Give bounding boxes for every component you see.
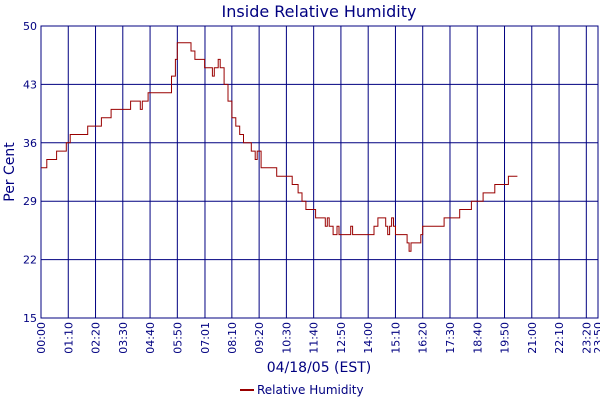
x-tick-label: 23:20 bbox=[580, 322, 593, 354]
x-tick-label: 14:00 bbox=[362, 322, 375, 354]
x-tick-label: 16:20 bbox=[417, 322, 430, 354]
grid-lines bbox=[40, 25, 599, 319]
x-tick-label: 00:00 bbox=[35, 322, 48, 354]
x-tick-label: 05:50 bbox=[171, 322, 184, 354]
x-tick-label: 21:00 bbox=[526, 322, 539, 354]
y-tick-label: 15 bbox=[23, 312, 37, 325]
legend: Relative Humidity bbox=[240, 383, 364, 397]
series-line-relative-humidity bbox=[41, 42, 518, 252]
x-tick-label: 22:10 bbox=[553, 322, 566, 354]
y-tick-label: 50 bbox=[23, 20, 37, 33]
x-tick-label: 10:30 bbox=[280, 322, 293, 354]
legend-label: Relative Humidity bbox=[257, 383, 364, 397]
y-tick-label: 22 bbox=[23, 254, 37, 267]
chart-title: Inside Relative Humidity bbox=[222, 2, 417, 21]
x-tick-label: 04:40 bbox=[144, 322, 157, 354]
x-tick-label: 01:10 bbox=[62, 322, 75, 354]
y-tick-label: 43 bbox=[23, 78, 37, 91]
y-axis-ticks: 15 22 29 36 43 50 bbox=[23, 20, 37, 325]
x-tick-label: 12:50 bbox=[335, 322, 348, 354]
y-axis-label: Per Cent bbox=[2, 142, 18, 202]
x-tick-label: 15:10 bbox=[389, 322, 402, 354]
x-tick-label: 02:20 bbox=[90, 322, 103, 354]
x-tick-label: 17:30 bbox=[444, 322, 457, 354]
y-tick-label: 29 bbox=[23, 195, 37, 208]
x-tick-label: 18:40 bbox=[471, 322, 484, 354]
x-tick-label: 08:10 bbox=[226, 322, 239, 354]
plot-area bbox=[40, 25, 599, 319]
x-axis-ticks: 00:00 01:10 02:20 03:30 04:40 05:50 07:01 08:10… bbox=[35, 322, 600, 354]
x-tick-label: 19:50 bbox=[499, 322, 512, 354]
x-tick-label: 03:30 bbox=[117, 322, 130, 354]
y-tick-label: 36 bbox=[23, 137, 37, 150]
x-tick-label: 07:01 bbox=[199, 322, 212, 354]
x-axis-label: 04/18/05 (EST) bbox=[267, 360, 372, 376]
x-tick-label: 23:50 bbox=[592, 322, 600, 354]
x-tick-label: 11:40 bbox=[308, 322, 321, 354]
x-tick-label: 09:20 bbox=[253, 322, 266, 354]
